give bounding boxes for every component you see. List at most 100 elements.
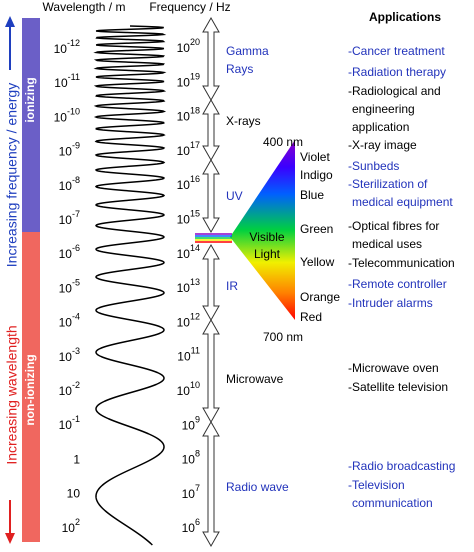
base: 10	[67, 487, 81, 501]
exponent: 13	[190, 277, 200, 287]
base: 10	[54, 42, 68, 56]
base: 10	[177, 213, 191, 227]
header: Wavelength / m	[43, 0, 126, 14]
frequency-label: 1015	[177, 209, 200, 227]
light-rays	[195, 233, 232, 243]
exponent: -10	[67, 107, 80, 117]
wavelength-label: 10-7	[59, 209, 80, 227]
application: -X-ray image	[348, 138, 417, 152]
frequency-label: 1019	[177, 72, 200, 90]
exponent: 17	[190, 140, 200, 150]
wavelength-label: 10-8	[59, 175, 80, 193]
exponent: -8	[72, 175, 80, 185]
base: 1	[73, 453, 80, 467]
wavelength-label: 10-1	[59, 415, 80, 433]
frequency-label: 1012	[177, 312, 200, 330]
visible-limit: 400 nm	[263, 135, 303, 149]
non-ionizing-bar	[22, 232, 40, 542]
frequency-label: 1014	[177, 243, 200, 261]
wavelength-label: 10-12	[54, 38, 80, 56]
base: 10	[182, 453, 196, 467]
band-arrow	[202, 318, 220, 424]
base: 10	[177, 281, 191, 295]
exponent: 19	[190, 72, 200, 82]
exponent: 20	[190, 37, 200, 47]
color-name: Violet	[300, 150, 330, 164]
application: application	[352, 120, 409, 134]
band-arrow	[202, 243, 220, 322]
wavelength-label: 10-3	[59, 346, 80, 364]
frequency-label: 1016	[177, 175, 200, 193]
visible-limit: 700 nm	[263, 330, 303, 344]
color-name: Green	[300, 222, 333, 236]
ionizing-bar	[22, 18, 40, 232]
color-name: Orange	[300, 290, 340, 304]
visible-title: Visible	[249, 230, 284, 244]
color-name: Blue	[300, 188, 324, 202]
base: 10	[59, 384, 73, 398]
base: 10	[177, 247, 191, 261]
application: -Microwave oven	[348, 361, 439, 375]
base: 10	[182, 487, 196, 501]
application: -Satellite television	[348, 380, 448, 394]
exponent: 10	[190, 380, 200, 390]
base: 10	[62, 521, 76, 535]
wavelength-label: 10	[67, 487, 81, 501]
base: 10	[177, 41, 191, 55]
band-arrow	[202, 158, 220, 234]
frequency-label: 1010	[177, 380, 200, 398]
application: engineering	[352, 102, 415, 116]
base: 10	[54, 111, 68, 125]
side-label: Increasing wavelength	[4, 325, 20, 464]
wavelength-label: 10-6	[59, 244, 80, 262]
wavelength-label: 10-5	[59, 278, 80, 296]
up-arrow-head	[5, 16, 15, 27]
down-arrow-head	[5, 533, 15, 544]
base: 10	[59, 350, 73, 364]
frequency-label: 1017	[177, 140, 200, 158]
wavelength-label: 102	[62, 517, 80, 535]
application: -Sterilization of	[348, 177, 428, 191]
band-arrow	[202, 98, 220, 162]
application: communication	[352, 496, 433, 510]
region-label: non-ionizing	[23, 354, 37, 425]
visible-title: Light	[254, 247, 281, 261]
base: 10	[59, 418, 73, 432]
wavelength-label: 1	[73, 453, 80, 467]
frequency-label: 106	[182, 518, 200, 536]
band-arrow	[202, 16, 220, 102]
exponent: 14	[190, 243, 200, 253]
exponent: 2	[75, 517, 80, 527]
exponent: 9	[195, 415, 200, 425]
application: -Intruder alarms	[348, 296, 433, 310]
header: Frequency / Hz	[149, 0, 230, 14]
region-label: ionizing	[23, 77, 37, 122]
wave	[93, 25, 167, 546]
base: 10	[54, 76, 68, 90]
frequency-label: 1011	[177, 346, 200, 364]
base: 10	[59, 282, 73, 296]
application: -Sunbeds	[348, 159, 399, 173]
base: 10	[177, 144, 191, 158]
band-label: UV	[226, 189, 243, 203]
base: 10	[59, 179, 73, 193]
exponent: 8	[195, 449, 200, 459]
frequency-label: 109	[182, 415, 200, 433]
exponent: 18	[190, 106, 200, 116]
exponent: -1	[72, 415, 80, 425]
exponent: 12	[190, 312, 200, 322]
base: 10	[59, 247, 73, 261]
base: 10	[177, 75, 191, 89]
frequency-label: 1020	[177, 37, 200, 55]
exponent: 7	[195, 483, 200, 493]
exponent: 16	[190, 175, 200, 185]
exponent: 11	[191, 346, 200, 356]
application: -Radio broadcasting	[348, 459, 455, 473]
spectrum	[230, 140, 295, 320]
exponent: -11	[68, 73, 80, 83]
frequency-label: 1018	[177, 106, 200, 124]
base: 10	[177, 178, 191, 192]
base: 10	[177, 316, 191, 330]
wavelength-label: 10-2	[59, 380, 80, 398]
exponent: -2	[72, 380, 80, 390]
